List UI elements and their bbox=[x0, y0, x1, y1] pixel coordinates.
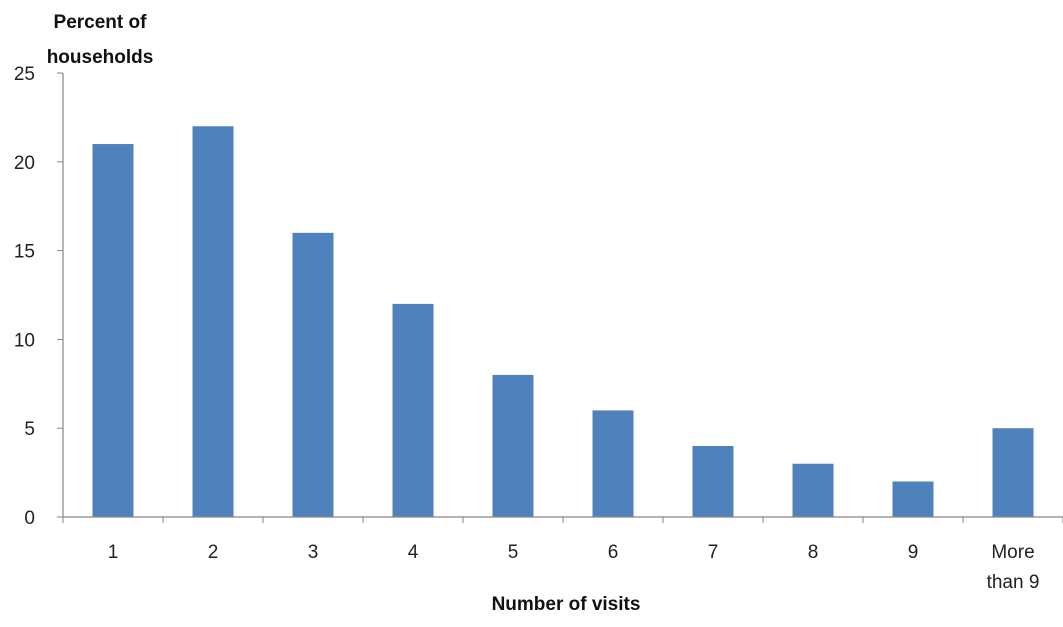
bars bbox=[92, 126, 1034, 518]
bar-5 bbox=[492, 374, 534, 517]
bar-10 bbox=[992, 428, 1034, 517]
bar-7 bbox=[692, 445, 734, 517]
bar-1 bbox=[92, 144, 134, 518]
y-tick-label: 10 bbox=[14, 330, 35, 351]
bar-2 bbox=[192, 126, 234, 517]
x-tick-label: 3 bbox=[308, 542, 319, 563]
bar-4 bbox=[392, 303, 434, 517]
x-tick-label: 2 bbox=[208, 542, 219, 563]
y-tick-label: 5 bbox=[24, 419, 35, 440]
y-axis-ticks: 0 5 10 15 20 25 bbox=[14, 64, 63, 529]
x-tick-label: 8 bbox=[808, 542, 819, 563]
bar-6 bbox=[592, 410, 634, 517]
x-tick-label: 4 bbox=[408, 542, 419, 563]
y-axis-title-line-2: households bbox=[47, 47, 154, 68]
x-tick-label: 9 bbox=[908, 542, 919, 563]
y-tick-label: 15 bbox=[14, 242, 35, 263]
x-tick-label: 5 bbox=[508, 542, 519, 563]
x-tick-label: 1 bbox=[108, 542, 119, 563]
y-tick-label: 25 bbox=[14, 64, 35, 85]
bar-8 bbox=[792, 463, 834, 517]
bar-3 bbox=[292, 232, 334, 517]
x-tick-label: 6 bbox=[608, 542, 619, 563]
y-axis-title-line-1: Percent of bbox=[54, 12, 148, 33]
x-axis-ticks: 1 2 3 4 5 6 7 8 9 More than 9 bbox=[62, 517, 1063, 593]
x-tick-label: 7 bbox=[708, 542, 719, 563]
x-axis-title: Number of visits bbox=[492, 594, 641, 615]
axes bbox=[62, 73, 1063, 518]
y-tick-label: 20 bbox=[14, 153, 35, 174]
bar-9 bbox=[892, 481, 934, 517]
y-tick-label: 0 bbox=[24, 508, 35, 529]
x-tick-label: More than 9 bbox=[987, 542, 1040, 593]
